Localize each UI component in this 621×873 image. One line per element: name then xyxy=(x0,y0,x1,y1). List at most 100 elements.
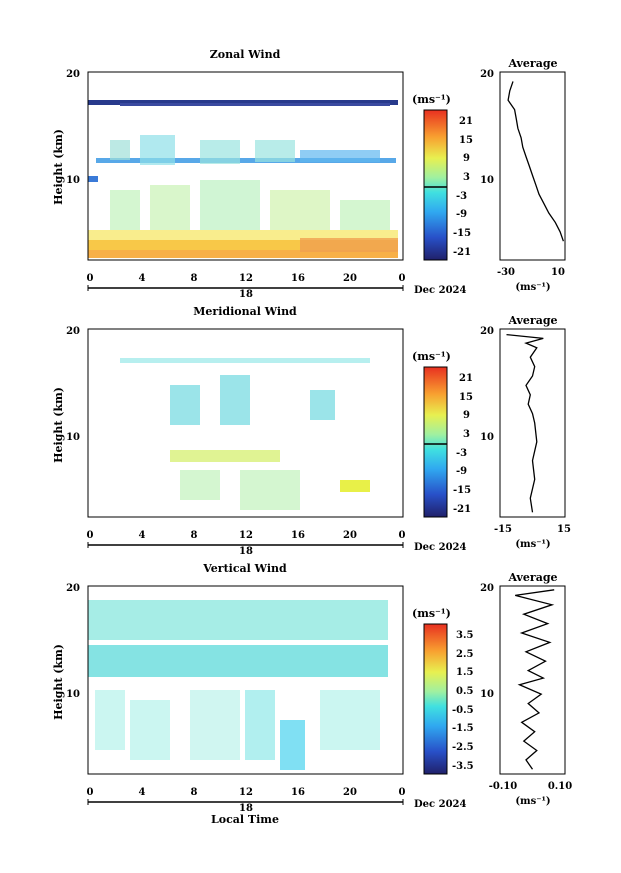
day-label: 18 xyxy=(239,289,253,300)
meridional-colorbar: (ms⁻¹) 21 15 9 3 -3 -9 -15 -21 xyxy=(412,350,473,518)
colorbar-tick-label: -15 xyxy=(453,485,471,496)
x-tick-label: 12 xyxy=(239,273,253,284)
x-tick-label: 20 xyxy=(343,530,357,541)
x-tick-label: 8 xyxy=(191,273,198,284)
vertical-date-line: 18 Dec 2024 Local Time xyxy=(87,799,466,826)
x-tick-label: 0 xyxy=(87,273,94,284)
colorbar-tick-label: 2.5 xyxy=(456,649,473,660)
y-tick-label: 20 xyxy=(480,583,494,594)
meridional-profile-line xyxy=(506,333,544,513)
x-tick-label: 4 xyxy=(139,787,146,798)
meridional-plot-frame xyxy=(87,328,404,518)
colorbar-tick-label: -9 xyxy=(456,209,467,220)
average-title: Average xyxy=(507,314,557,327)
meridional-heatmap xyxy=(120,358,370,510)
zonal-height-axis-label: Height (km) xyxy=(52,129,65,205)
date-label: Dec 2024 xyxy=(414,799,466,810)
average-title: Average xyxy=(507,57,557,70)
profile-x-tick-label: 0.10 xyxy=(548,781,572,792)
vertical-y-ticks: 20 10 xyxy=(66,583,80,700)
vertical-wind-panel: Vertical Wind Height (km) 20 10 0 4 8 12… xyxy=(52,562,572,826)
colorbar-tick-label: 3.5 xyxy=(456,630,473,641)
y-tick-label: 10 xyxy=(480,432,494,443)
y-tick-label: 20 xyxy=(480,69,494,80)
colorbar-tick-label: 15 xyxy=(459,392,473,403)
vertical-colorbar: (ms⁻¹) 3.5 2.5 1.5 0.5 -0.5 -1.5 -2.5 -3… xyxy=(412,607,474,775)
profile-x-tick-label: -0.10 xyxy=(489,781,518,792)
date-label: Dec 2024 xyxy=(414,285,466,296)
colorbar-tick-label: 9 xyxy=(463,153,470,164)
meridional-date-line: 18 Dec 2024 xyxy=(87,542,466,557)
colorbar-tick-label: -21 xyxy=(453,504,471,515)
colorbar-tick-label: -15 xyxy=(453,228,471,239)
profile-x-tick-label: 10 xyxy=(551,267,565,278)
vertical-heatmap xyxy=(88,600,388,770)
colorbar-tick-label: -2.5 xyxy=(452,742,474,753)
profile-unit-label: (ms⁻¹) xyxy=(515,282,550,293)
x-tick-label: 16 xyxy=(291,273,305,284)
colorbar-tick-label: 3 xyxy=(463,172,470,183)
colorbar-unit-label: (ms⁻¹) xyxy=(412,93,451,106)
local-time-axis-label: Local Time xyxy=(211,813,279,826)
x-tick-label: 20 xyxy=(343,273,357,284)
day-label: 18 xyxy=(239,803,253,814)
x-tick-label: 8 xyxy=(191,787,198,798)
colorbar-tick-label: 21 xyxy=(459,373,473,384)
colorbar-tick-label: -21 xyxy=(453,247,471,258)
y-tick-label: 20 xyxy=(66,583,80,594)
y-tick-label: 10 xyxy=(480,689,494,700)
date-label: Dec 2024 xyxy=(414,542,466,553)
meridional-wind-panel: Meridional Wind Height (km) 20 10 0 4 8 … xyxy=(52,305,571,557)
vertical-x-ticks: 0 4 8 12 16 20 0 xyxy=(87,787,406,798)
profile-unit-label: (ms⁻¹) xyxy=(515,539,550,550)
colorbar-tick-label: 9 xyxy=(463,410,470,421)
x-tick-label: 12 xyxy=(239,530,253,541)
colorbar-tick-label: -3 xyxy=(456,448,467,459)
x-tick-label: 0 xyxy=(399,530,406,541)
colorbar-unit-label: (ms⁻¹) xyxy=(412,607,451,620)
average-title: Average xyxy=(507,571,557,584)
y-tick-label: 20 xyxy=(480,326,494,337)
x-tick-label: 0 xyxy=(399,787,406,798)
colorbar-tick-label: 1.5 xyxy=(456,667,473,678)
zonal-date-line: 18 Dec 2024 xyxy=(87,285,466,300)
meridional-height-axis-label: Height (km) xyxy=(52,387,65,463)
x-tick-label: 0 xyxy=(399,273,406,284)
x-tick-label: 4 xyxy=(139,273,146,284)
day-label: 18 xyxy=(239,546,253,557)
colorbar-tick-label: -1.5 xyxy=(452,723,474,734)
profile-unit-label: (ms⁻¹) xyxy=(515,796,550,807)
colorbar-tick-label: -3.5 xyxy=(452,761,474,772)
zonal-colorbar: (ms⁻¹) 21 15 9 3 -3 -9 -15 -21 xyxy=(412,93,473,261)
zonal-wind-title: Zonal Wind xyxy=(210,48,281,61)
zonal-average-profile: Average 20 10 -30 10 (ms⁻¹) xyxy=(480,57,566,293)
colorbar-tick-label: 0.5 xyxy=(456,686,473,697)
x-tick-label: 16 xyxy=(291,530,305,541)
zonal-y-ticks: 20 10 xyxy=(66,69,80,186)
x-tick-label: 20 xyxy=(343,787,357,798)
profile-x-tick-label: 15 xyxy=(557,524,571,535)
x-tick-label: 8 xyxy=(191,530,198,541)
y-tick-label: 10 xyxy=(66,689,80,700)
x-tick-label: 0 xyxy=(87,530,94,541)
profile-x-tick-label: -30 xyxy=(497,267,515,278)
profile-x-tick-label: -15 xyxy=(494,524,512,535)
zonal-wind-panel: Zonal Wind Height (km) 20 10 xyxy=(52,48,566,300)
meridional-wind-title: Meridional Wind xyxy=(193,305,297,318)
vertical-profile-line xyxy=(515,589,555,770)
colorbar-tick-label: -0.5 xyxy=(452,705,474,716)
x-tick-label: 0 xyxy=(87,787,94,798)
meridional-average-profile: Average 20 10 -15 15 (ms⁻¹) xyxy=(480,314,571,550)
colorbar-tick-label: 21 xyxy=(459,116,473,127)
vertical-wind-title: Vertical Wind xyxy=(202,562,287,575)
zonal-x-ticks: 0 4 8 12 16 20 0 xyxy=(87,273,406,284)
vertical-height-axis-label: Height (km) xyxy=(52,644,65,720)
meridional-x-ticks: 0 4 8 12 16 20 0 xyxy=(87,530,406,541)
vertical-average-profile: Average 20 10 -0.10 0.10 (ms⁻¹) xyxy=(480,571,572,807)
y-tick-label: 20 xyxy=(66,326,80,337)
colorbar-tick-label: -9 xyxy=(456,466,467,477)
colorbar-tick-label: -3 xyxy=(456,191,467,202)
x-tick-label: 16 xyxy=(291,787,305,798)
vertical-plot-frame xyxy=(87,585,404,775)
